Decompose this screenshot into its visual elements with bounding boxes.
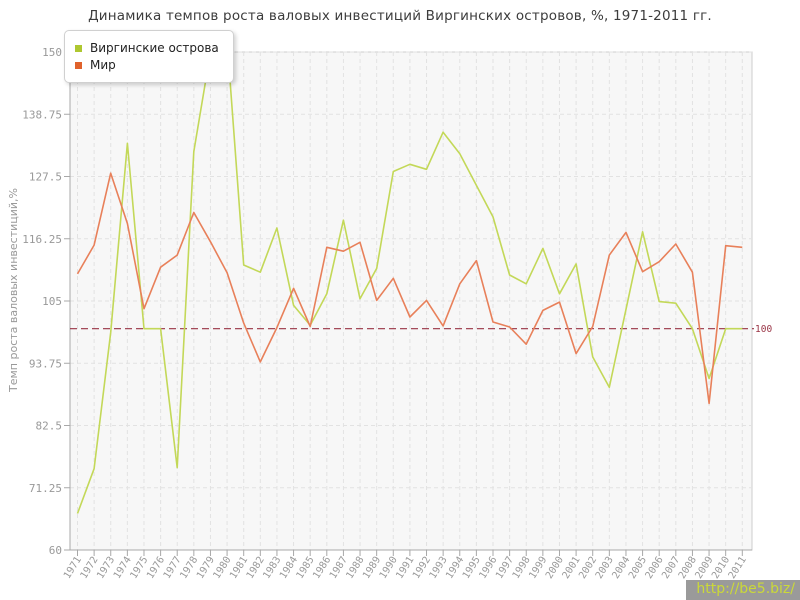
legend-box: Виргинские острова Мир: [64, 30, 234, 83]
y-tick-label: 71.25: [29, 482, 62, 495]
legend-item-virgin-islands: Виргинские острова: [75, 41, 219, 55]
plot-background: [69, 51, 753, 551]
virgin-islands-swatch-icon: [75, 44, 82, 52]
y-tick-label: 150: [42, 46, 62, 59]
y-tick-label: 93.75: [29, 357, 62, 370]
y-tick-label: 60: [49, 544, 62, 557]
series-line-virgin-islands: [76, 52, 743, 514]
series-line-world: [76, 172, 743, 405]
y-tick-label: 138.75: [22, 108, 62, 121]
legend-label-virgin-islands: Виргинские острова: [90, 41, 219, 55]
legend-item-world: Мир: [75, 58, 219, 72]
y-tick-label: 105: [42, 295, 62, 308]
y-tick-label: 82.5: [36, 420, 63, 433]
legend-label-world: Мир: [90, 58, 116, 72]
y-axis-title: Темп роста валовых инвестиций,%: [7, 188, 20, 393]
y-tick-label: 127.5: [29, 171, 62, 184]
watermark-link[interactable]: http://be5.biz/: [686, 580, 800, 600]
reference-line-label: 100: [755, 324, 772, 335]
y-tick-label: 116.25: [22, 233, 62, 246]
world-swatch-icon: [75, 61, 82, 69]
chart-title: Динамика темпов роста валовых инвестиций…: [88, 8, 712, 24]
x-tick-label: 2011: [727, 555, 749, 581]
